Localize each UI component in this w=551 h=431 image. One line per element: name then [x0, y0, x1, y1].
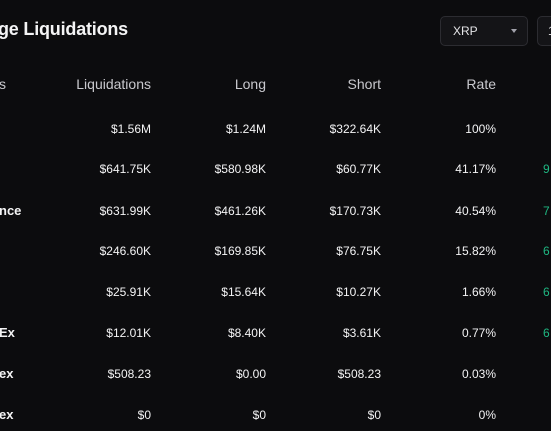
cell-rate: 0.03% [461, 367, 496, 381]
cell-exchange: ex [0, 407, 14, 422]
col-header-rate[interactable]: Rate [466, 76, 496, 92]
cell-cut-off-value: 9 [543, 162, 550, 176]
cell-short: $76.75K [336, 244, 381, 258]
cell-short: $60.77K [336, 162, 381, 176]
cell-liquidations: $25.91K [106, 285, 151, 299]
cell-liquidations: $631.99K [99, 204, 151, 218]
cell-liquidations: $246.60K [99, 244, 151, 258]
cell-exchange: nce [0, 203, 22, 218]
page-title: ge Liquidations [0, 19, 128, 39]
cell-cut-off-value: 7 [543, 204, 550, 218]
cell-rate: 0% [478, 408, 496, 422]
col-header-long[interactable]: Long [234, 76, 266, 92]
coin-select-value: XRP [453, 24, 478, 38]
cell-short: $10.27K [336, 285, 381, 299]
cell-exchange: ex [0, 366, 14, 381]
cell-short: $508.23 [337, 367, 381, 381]
cell-short: $322.64K [329, 122, 381, 136]
cell-cut-off-value: 6 [543, 326, 550, 340]
cell-short: $0 [367, 408, 381, 422]
cell-liquidations: $1.56M [110, 122, 151, 136]
col-header-exchange[interactable]: s [0, 76, 6, 92]
cell-short: $170.73K [329, 204, 381, 218]
cell-long: $169.85K [214, 244, 266, 258]
cell-liquidations: $641.75K [99, 162, 151, 176]
coin-select[interactable]: XRP [440, 16, 528, 46]
cell-short: $3.61K [342, 326, 381, 340]
col-header-liquidations[interactable]: Liquidations [76, 76, 151, 92]
chevron-down-icon [511, 29, 517, 33]
col-header-short[interactable]: Short [347, 76, 381, 92]
cell-rate: 15.82% [455, 244, 496, 258]
cell-long: $15.64K [221, 285, 266, 299]
cell-rate: 40.54% [455, 204, 496, 218]
cell-rate: 0.77% [461, 326, 496, 340]
time-range-select[interactable]: 1 [537, 16, 551, 46]
cell-long: $0 [252, 408, 266, 422]
cell-liquidations: $0 [137, 408, 151, 422]
cell-liquidations: $12.01K [106, 326, 151, 340]
cell-rate: 41.17% [455, 162, 496, 176]
cell-liquidations: $508.23 [107, 367, 151, 381]
cell-long: $0.00 [235, 367, 266, 381]
cell-long: $580.98K [214, 162, 266, 176]
cell-rate: 100% [465, 122, 496, 136]
cell-long: $8.40K [227, 326, 266, 340]
cell-long: $461.26K [214, 204, 266, 218]
cell-cut-off-value: 6 [543, 244, 550, 258]
cell-cut-off-value: 6 [543, 285, 550, 299]
cell-rate: 1.66% [461, 285, 496, 299]
cell-exchange: Ex [0, 325, 15, 340]
cell-long: $1.24M [225, 122, 266, 136]
